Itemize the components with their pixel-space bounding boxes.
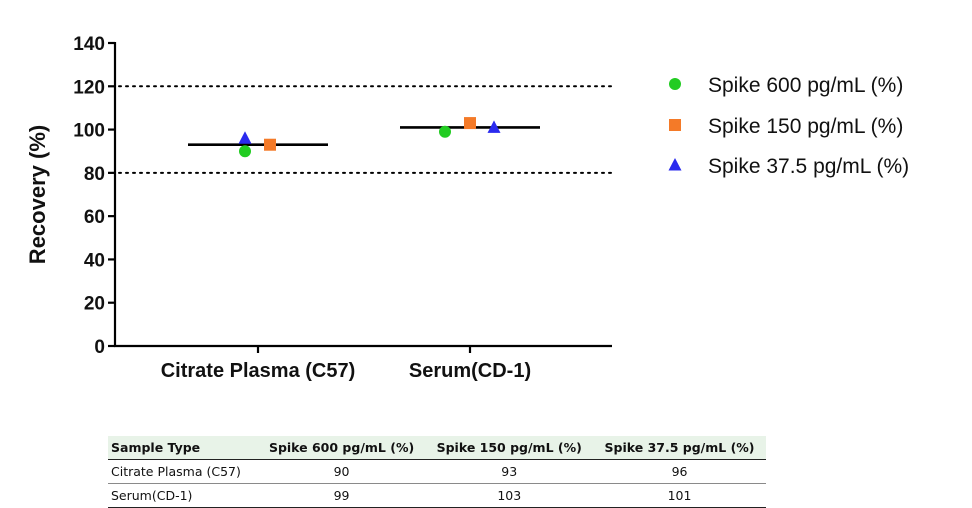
legend: Spike 600 pg/mL (%) Spike 150 pg/mL (%) Sp… (668, 74, 909, 178)
data-point-triangle (238, 131, 252, 144)
table-header-cell: Spike 600 pg/mL (%) (257, 436, 426, 460)
legend-label: Spike 37.5 pg/mL (%) (708, 155, 909, 178)
table-cell: 90 (257, 459, 426, 484)
legend-marker-triangle (668, 158, 682, 171)
x-category-label: Serum(CD-1) (409, 360, 531, 382)
table-header-cell: Spike 150 pg/mL (%) (425, 436, 594, 460)
table-cell: 93 (425, 459, 594, 484)
table-header-cell: Spike 37.5 pg/mL (%) (593, 436, 766, 460)
y-tick-label: 0 (94, 337, 105, 358)
y-tick-label: 20 (84, 294, 105, 315)
x-category-label: Citrate Plasma (C57) (161, 360, 356, 382)
recovery-chart: 0 20 40 60 80 100 120 140 Citrate Plasma (C57) Se… (25, 34, 909, 382)
table-cell: 99 (257, 483, 426, 508)
table-cell: Citrate Plasma (C57) (108, 459, 258, 484)
y-tick-label: 140 (73, 34, 105, 55)
table-cell: 103 (425, 483, 594, 508)
reference-lines (118, 85, 613, 174)
table-cell: Serum(CD-1) (108, 483, 258, 508)
table-cell: 101 (593, 483, 766, 508)
legend-marker-circle (669, 78, 681, 90)
table-header-cell: Sample Type (108, 436, 258, 460)
data-points (238, 117, 501, 158)
y-axis-title: Recovery (%) (25, 125, 50, 264)
table-cell: 96 (593, 459, 766, 484)
data-point-square (264, 138, 276, 151)
legend-label: Spike 150 pg/mL (%) (708, 115, 903, 138)
table-header-row: Sample Type Spike 600 pg/mL (%) Spike 15… (108, 436, 766, 460)
y-tick-label: 80 (84, 164, 105, 185)
y-tick-label: 100 (73, 121, 105, 142)
data-point-square (464, 117, 476, 130)
legend-label: Spike 600 pg/mL (%) (708, 74, 903, 97)
y-tick-label: 60 (84, 207, 105, 228)
data-point-circle (439, 125, 451, 138)
data-point-triangle (487, 120, 501, 133)
data-point-circle (239, 145, 251, 158)
y-tick-label: 120 (73, 77, 105, 98)
table-row: Citrate Plasma (C57) 90 93 96 (108, 459, 766, 484)
legend-marker-square (669, 119, 681, 131)
table-row: Serum(CD-1) 99 103 101 (108, 483, 766, 508)
recovery-data-table: Sample Type Spike 600 pg/mL (%) Spike 15… (108, 436, 766, 508)
axes: 0 20 40 60 80 100 120 140 Citrate Plasma (C57) Se… (25, 34, 612, 382)
y-tick-label: 40 (84, 250, 105, 271)
